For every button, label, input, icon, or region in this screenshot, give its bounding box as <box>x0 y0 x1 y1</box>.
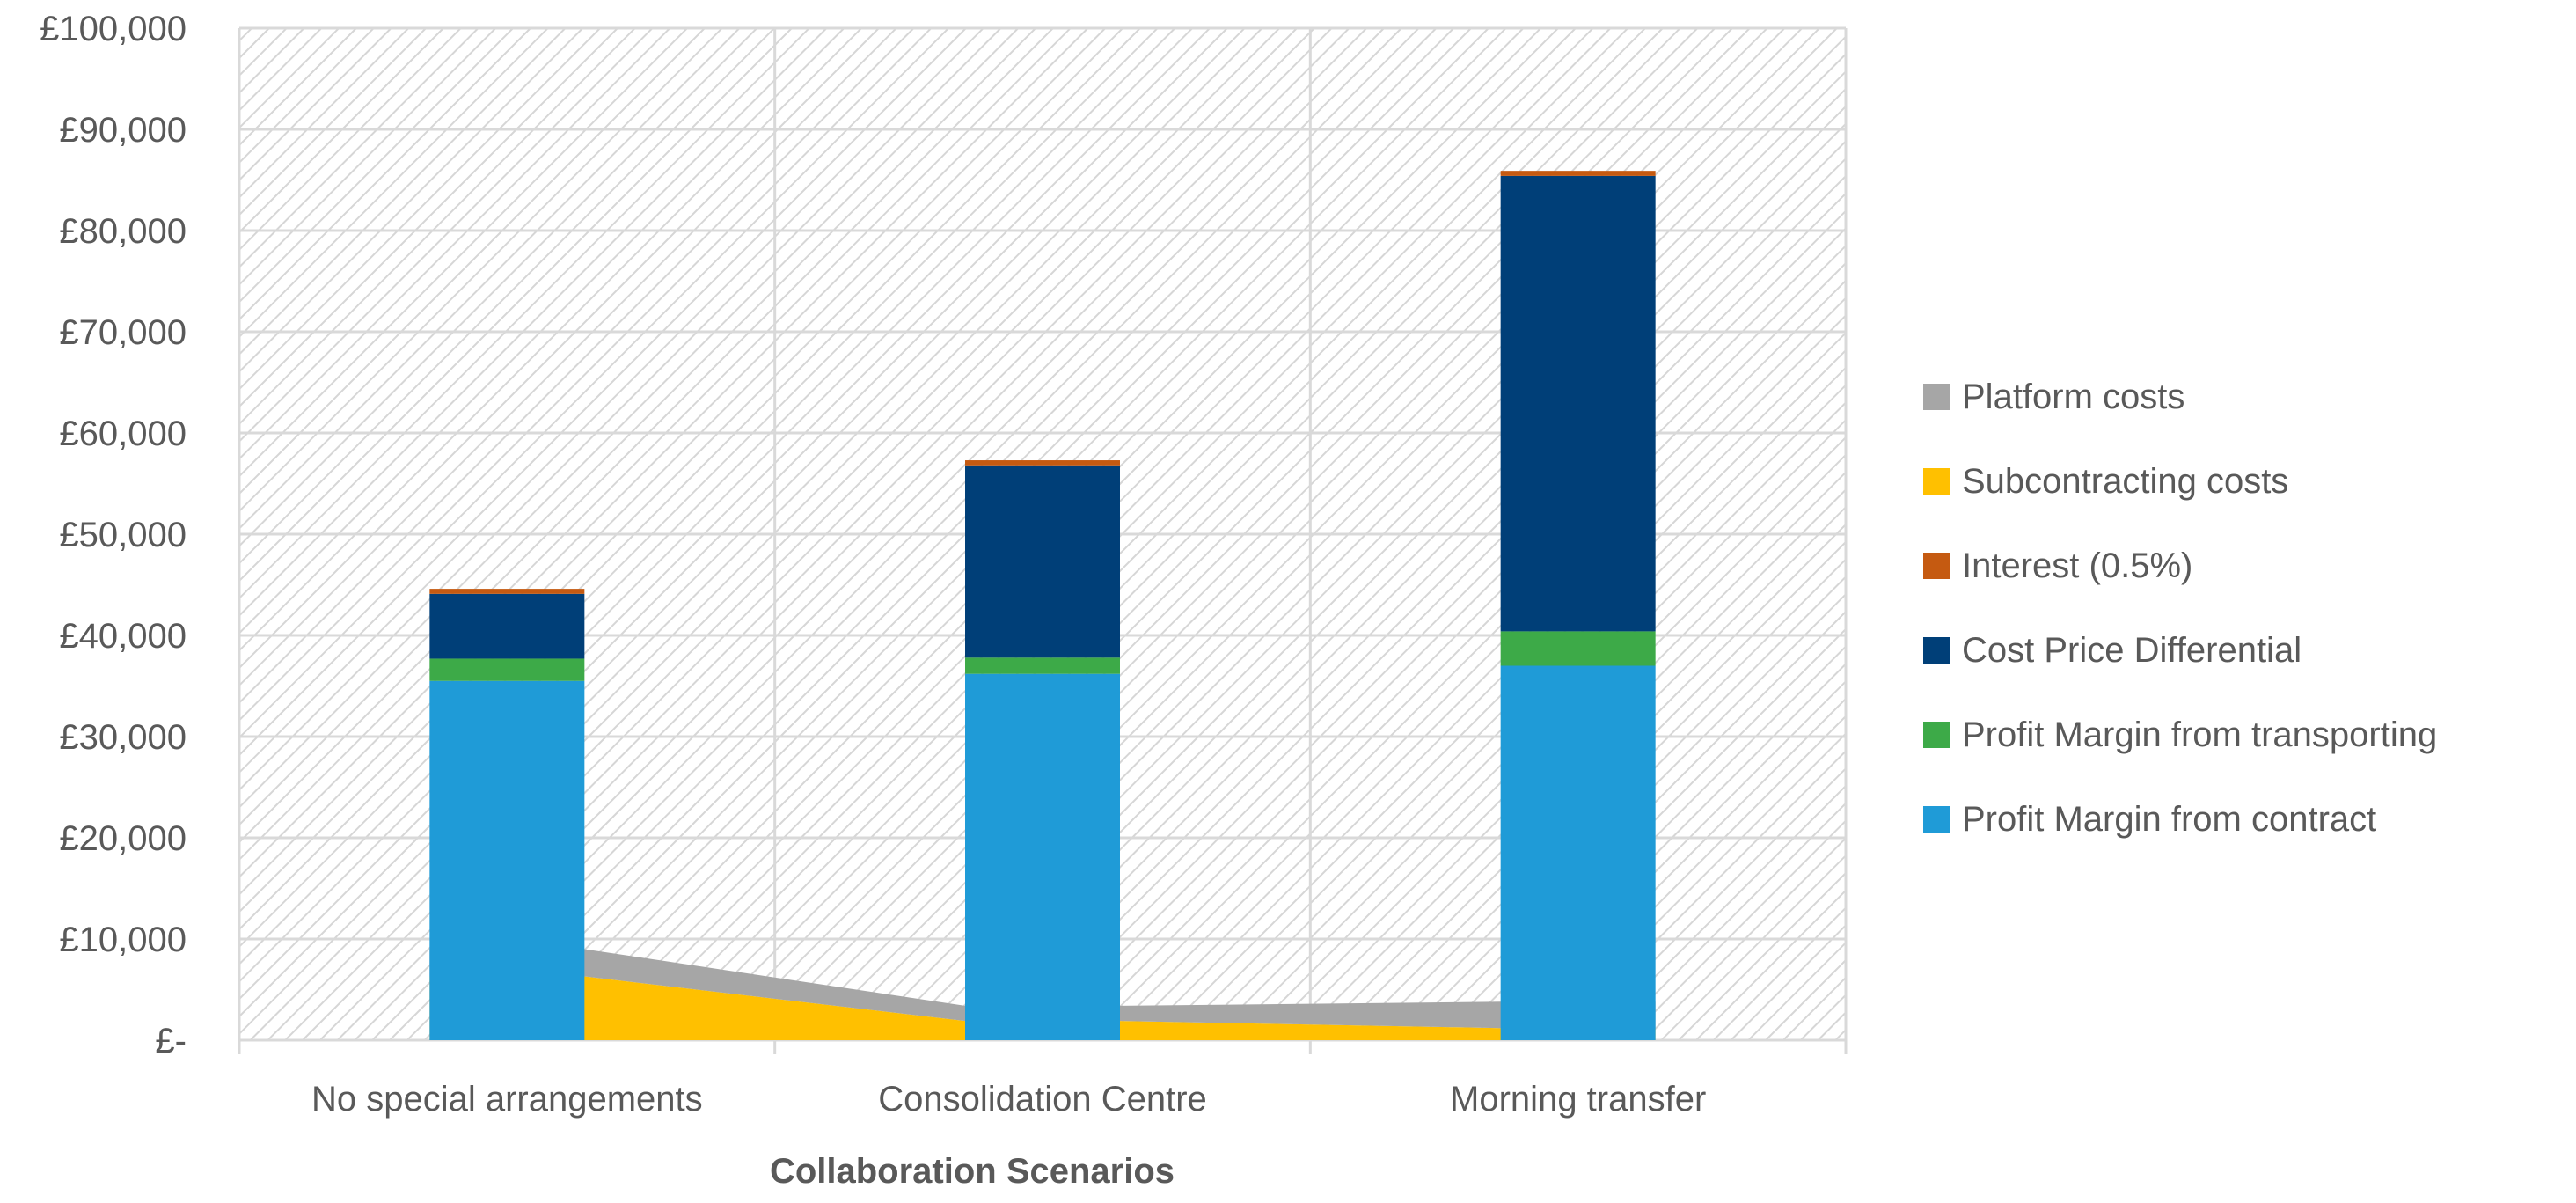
bar-segment-interest-0-5- <box>429 589 585 594</box>
bar-segment-interest-0-5- <box>965 460 1120 466</box>
y-tick-label: £10,000 <box>59 921 187 959</box>
y-tick-label: £30,000 <box>59 718 187 757</box>
bar-segment-profit-margin-from-transporting <box>965 657 1120 674</box>
x-category-label: Consolidation Centre <box>878 1080 1207 1119</box>
x-category-label: No special arrangements <box>311 1080 703 1119</box>
legend-swatch <box>1923 637 1950 664</box>
y-tick-label: £20,000 <box>59 819 187 858</box>
legend-swatch <box>1923 468 1950 495</box>
legend-label: Cost Price Differential <box>1962 631 2302 670</box>
legend-swatch <box>1923 384 1950 410</box>
legend-label: Profit Margin from transporting <box>1962 715 2437 754</box>
bar-segment-profit-margin-from-transporting <box>429 658 585 681</box>
bar-segment-profit-margin-from-contract <box>429 680 585 1040</box>
x-category-label: Morning transfer <box>1450 1080 1706 1119</box>
bar-series <box>429 171 1656 1040</box>
y-tick-label: £90,000 <box>59 111 187 150</box>
y-axis-tick-labels: £- £10,000 £20,000 £30,000 £40,000 £50,000 £60… <box>40 10 187 1060</box>
bar-segment-cost-price-differential <box>965 465 1120 658</box>
y-tick-label: £100,000 <box>40 10 187 48</box>
area-subcontracting-costs <box>429 976 1656 1040</box>
x-axis-category-labels: No special arrangements Consolidation Cen… <box>311 1080 1706 1119</box>
bar-segment-profit-margin-from-transporting <box>1500 631 1656 666</box>
y-tick-label: £- <box>155 1022 187 1060</box>
area-platform-costs <box>429 949 1656 1029</box>
legend-swatch <box>1923 722 1950 748</box>
legend-swatch <box>1923 806 1950 833</box>
legend-swatch <box>1923 553 1950 579</box>
legend-label: Profit Margin from contract <box>1962 800 2376 839</box>
y-tick-label: £40,000 <box>59 617 187 656</box>
legend-label: Subcontracting costs <box>1962 462 2288 501</box>
area-series <box>429 949 1656 1040</box>
bar-segment-profit-margin-from-contract <box>1500 665 1656 1040</box>
bar-segment-profit-margin-from-contract <box>965 673 1120 1040</box>
y-tick-label: £60,000 <box>59 414 187 453</box>
legend-label: Interest (0.5%) <box>1962 546 2192 585</box>
bar-segment-cost-price-differential <box>1500 175 1656 632</box>
y-tick-label: £80,000 <box>59 212 187 251</box>
bar-segment-interest-0-5- <box>1500 171 1656 176</box>
x-axis-title: Collaboration Scenarios <box>770 1152 1175 1191</box>
legend: Platform costs Subcontracting costs Intere… <box>1923 378 2437 839</box>
legend-label: Platform costs <box>1962 378 2184 416</box>
bar-segment-cost-price-differential <box>429 593 585 659</box>
y-tick-label: £50,000 <box>59 516 187 554</box>
y-tick-label: £70,000 <box>59 313 187 352</box>
